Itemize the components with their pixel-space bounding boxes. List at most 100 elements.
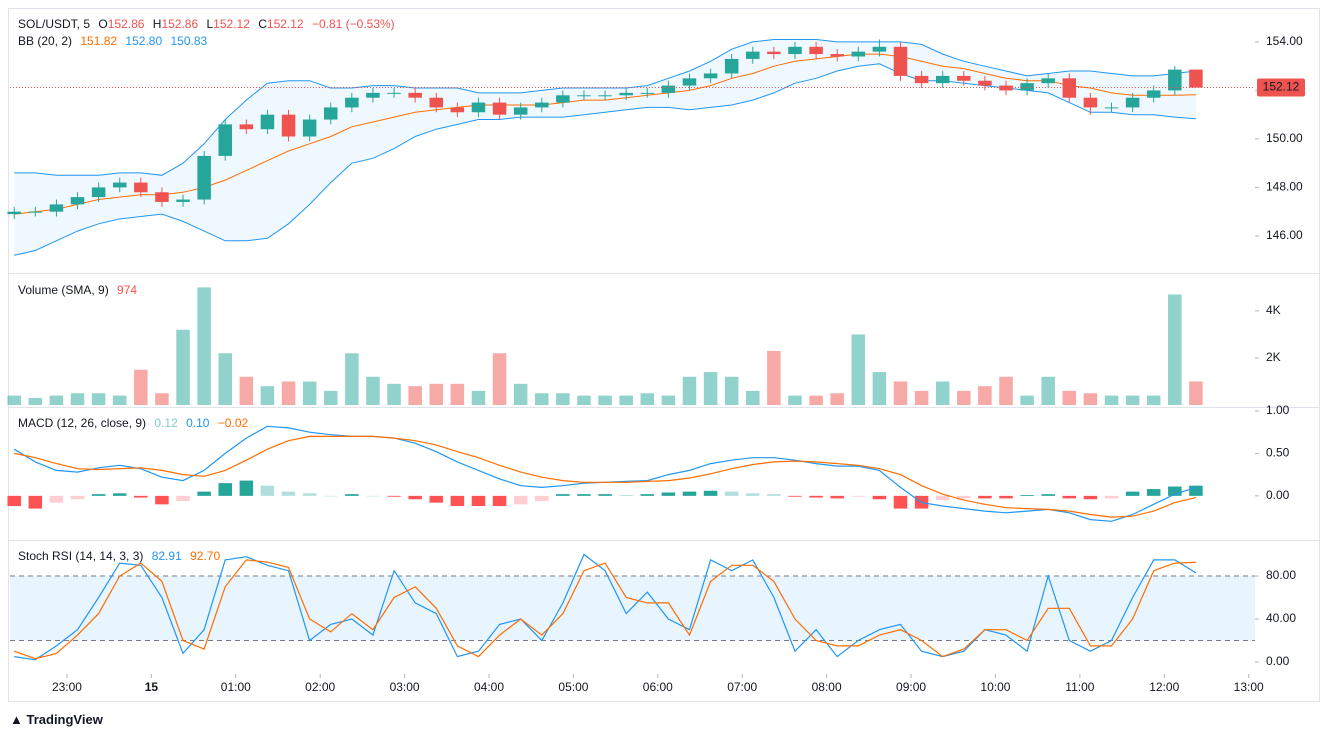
macd-hist-bar: [935, 495, 950, 501]
macd-hist-bar: [703, 490, 718, 496]
macd-hist-bar: [366, 495, 380, 497]
macd-hist-bar: [471, 495, 486, 507]
macd-hist-bar: [978, 495, 992, 499]
volume-bar: [155, 393, 169, 406]
macd-hist-bar: [640, 494, 655, 496]
legend-value: 92.70: [190, 549, 221, 563]
volume-bar: [978, 386, 992, 406]
last-price-tag: [1257, 78, 1305, 97]
macd-hist-bar: [260, 485, 275, 496]
stoch-title: Stoch RSI (14, 14, 3, 3): [18, 549, 144, 563]
volume-bar: [661, 395, 676, 406]
volume-bar: [535, 393, 549, 406]
volume-bar: [935, 381, 950, 406]
x-tick-label: 07:00: [727, 680, 757, 694]
symbol: SOL/USDT, 5: [18, 17, 91, 31]
x-tick-label: 08:00: [812, 680, 842, 694]
volume-title: Volume (SMA, 9): [18, 283, 109, 297]
volume-bar: [1104, 395, 1119, 406]
volume-bar: [366, 376, 380, 406]
x-tick-label: 09:00: [896, 680, 926, 694]
macd-hist-bar: [1189, 485, 1203, 496]
volume-bar: [788, 395, 802, 406]
bb-title: BB (20, 2): [18, 34, 73, 48]
volume-bar: [1189, 381, 1203, 406]
macd-hist-bar: [619, 495, 633, 496]
volume-bar: [260, 386, 275, 406]
candle-body: [703, 73, 718, 79]
macd-hist-bar: [387, 495, 401, 497]
candle-body: [176, 199, 190, 202]
volume-bar: [112, 395, 127, 406]
candle-body: [957, 75, 971, 81]
volume-bar: [703, 372, 718, 406]
volume-bar: [577, 395, 591, 406]
legend-value: 0.10: [186, 416, 210, 430]
macd-hist-bar: [239, 480, 254, 496]
macd-hist-bar: [1104, 495, 1119, 499]
candle-body: [492, 102, 507, 115]
volume-bar: [218, 353, 232, 406]
candle-body: [239, 124, 254, 130]
volume-bar: [999, 376, 1013, 406]
volume-bar: [640, 393, 655, 406]
indicator-line: [13, 559, 1196, 660]
candle-body: [281, 114, 296, 137]
candle-body: [366, 92, 380, 98]
o-label: O: [98, 17, 108, 31]
candle-body: [661, 85, 676, 93]
volume-bar: [429, 383, 444, 406]
macd-hist-bar: [49, 495, 64, 503]
y-tick-label: 1.00: [1266, 403, 1290, 417]
candle-body: [1104, 107, 1119, 109]
x-tick-label: 05:00: [558, 680, 588, 694]
y-tick-label: 80.00: [1266, 568, 1296, 582]
bb-fill: [14, 39, 1196, 256]
volume-bar: [767, 350, 781, 406]
macd-hist-bar: [577, 494, 591, 496]
macd-hist-bar: [197, 491, 211, 496]
legend-value: 974: [117, 283, 138, 297]
legend-value: 151.82: [80, 34, 118, 48]
y-tick-label: 148.00: [1266, 180, 1303, 194]
volume-bar: [49, 395, 64, 406]
macd-hist-bar: [872, 495, 887, 500]
candle-body: [851, 51, 866, 57]
y-tick-label: 0.00: [1266, 488, 1290, 502]
y-tick-label: 40.00: [1266, 611, 1296, 625]
brand: ▲ TradingView: [10, 712, 103, 727]
macd-hist-bar: [7, 495, 21, 507]
volume-bar: [556, 393, 570, 406]
volume-bar: [492, 353, 507, 406]
x-tick-label: 15: [145, 680, 159, 694]
y-tick-label: 146.00: [1266, 228, 1303, 242]
macd-hist-bar: [91, 494, 106, 496]
legend-value: 150.83: [170, 34, 208, 48]
l-value: 152.12: [213, 17, 250, 31]
macd-hist-bar: [661, 492, 676, 496]
volume-bar: [830, 393, 844, 406]
legend-value: 0.12: [154, 416, 178, 430]
volume-bar: [1168, 294, 1182, 406]
macd-hist-bar: [1020, 495, 1034, 496]
macd-hist-bar: [408, 495, 422, 500]
candle-body: [577, 95, 591, 97]
macd-hist-bar: [957, 495, 971, 499]
indicator-line: [14, 435, 1197, 518]
candle-body: [830, 54, 844, 57]
candle-body: [197, 155, 211, 200]
candle-body: [345, 97, 359, 108]
volume-bar: [851, 334, 866, 406]
volume-bar: [809, 395, 823, 406]
volume-bar: [387, 383, 401, 406]
price-legend: SOL/USDT, 5 O152.86 H152.86 L152.12 C152…: [18, 17, 400, 31]
macd-hist-bar: [70, 495, 85, 500]
y-tick-label: 0.50: [1266, 446, 1290, 460]
candle-body: [935, 75, 950, 84]
macd-hist-bar: [323, 495, 338, 497]
frame: [8, 8, 1320, 702]
candle-body: [1125, 97, 1140, 108]
volume-bar: [281, 381, 296, 406]
x-tick-label: 13:00: [1234, 680, 1264, 694]
candle-body: [978, 80, 992, 86]
